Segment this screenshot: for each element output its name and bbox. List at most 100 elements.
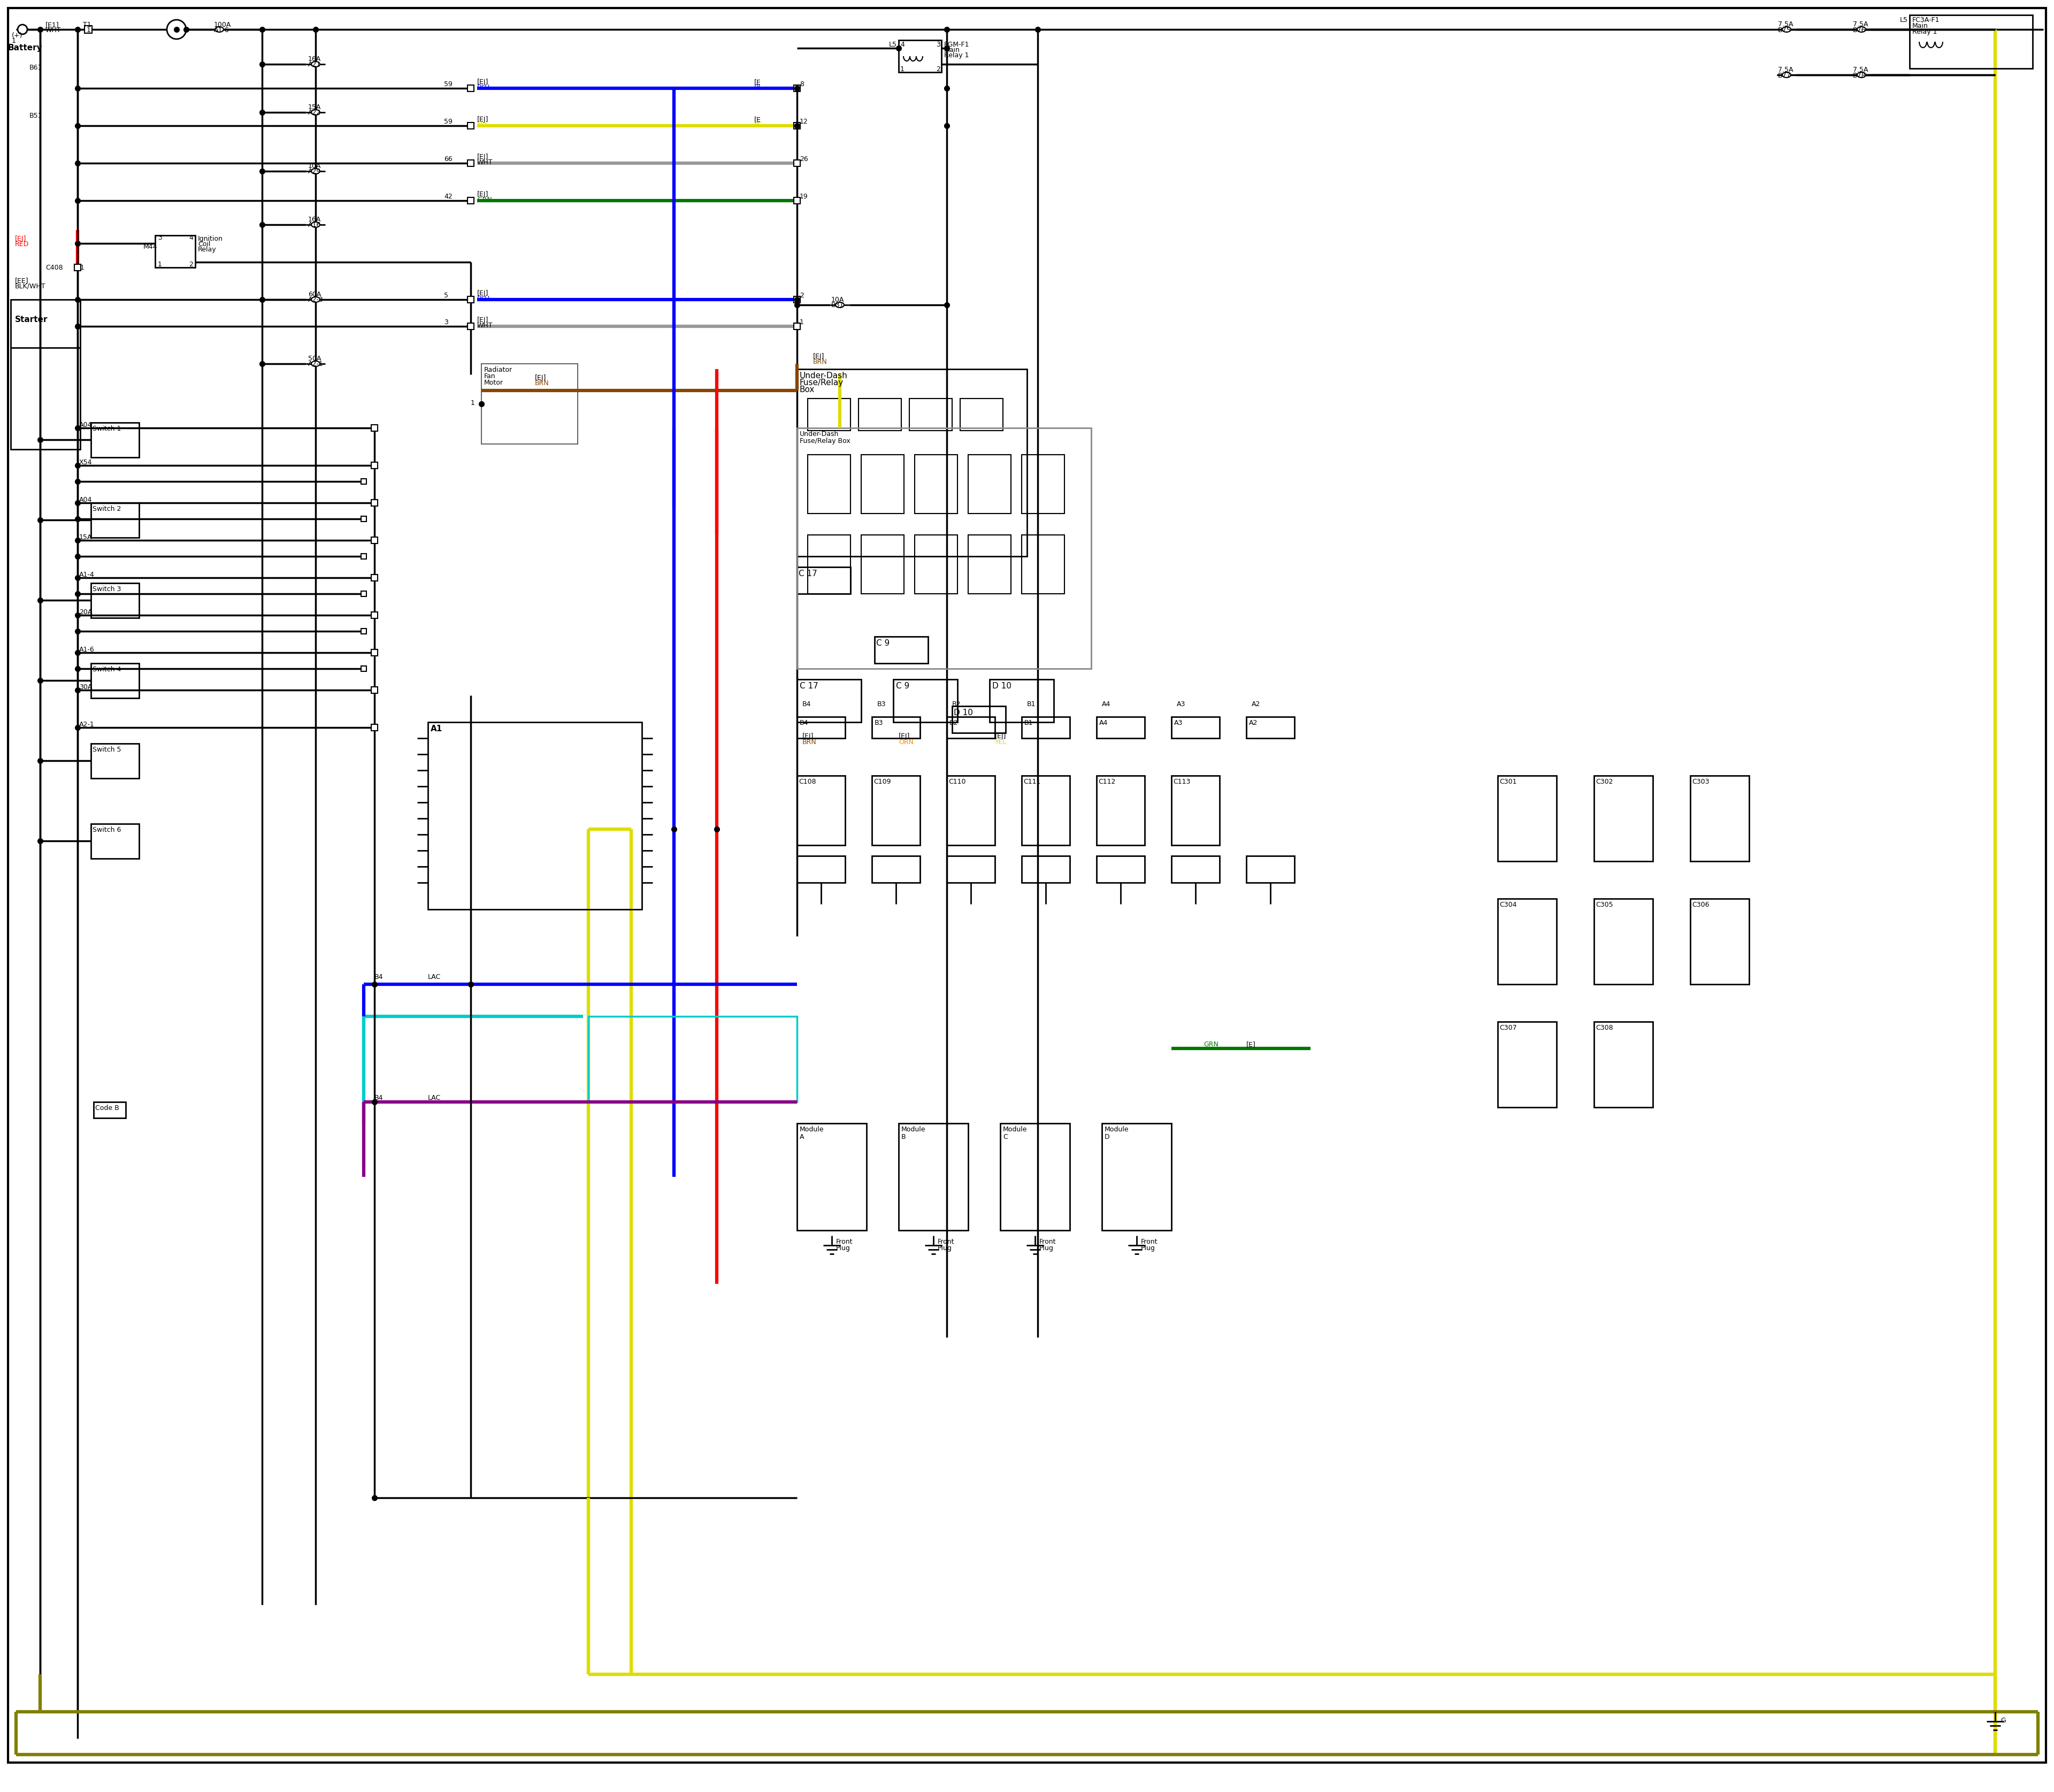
Bar xyxy=(427,722,641,909)
Bar xyxy=(1171,857,1220,883)
Bar xyxy=(871,776,920,846)
Bar xyxy=(481,364,577,444)
Bar xyxy=(793,122,801,129)
Bar xyxy=(90,423,140,457)
Bar xyxy=(156,235,195,267)
Text: Radiator: Radiator xyxy=(485,366,514,373)
Text: WHT: WHT xyxy=(45,27,62,34)
Text: [EJ]: [EJ] xyxy=(900,733,910,740)
Text: C408: C408 xyxy=(45,263,64,271)
Bar xyxy=(793,84,801,91)
Text: C308: C308 xyxy=(1596,1025,1612,1032)
Bar xyxy=(807,455,850,514)
Text: BL: BL xyxy=(754,84,762,91)
Text: Fuse/Relay: Fuse/Relay xyxy=(799,378,844,387)
Text: B3: B3 xyxy=(875,719,883,726)
Text: B4: B4 xyxy=(374,1095,384,1102)
Text: [EJ]: [EJ] xyxy=(813,353,824,360)
Bar xyxy=(900,1124,967,1231)
Bar xyxy=(372,462,378,468)
Text: Plug: Plug xyxy=(1140,1245,1154,1253)
Bar xyxy=(1021,776,1070,846)
Bar xyxy=(1910,14,2033,68)
Bar xyxy=(362,516,366,521)
Bar xyxy=(372,575,378,581)
Text: D: D xyxy=(1105,1134,1109,1140)
Text: LAC: LAC xyxy=(427,1095,442,1102)
Text: Under-Dash: Under-Dash xyxy=(799,430,838,437)
Text: C306: C306 xyxy=(1692,901,1709,909)
Text: BRN: BRN xyxy=(803,738,817,745)
Bar xyxy=(468,296,474,303)
Bar xyxy=(914,536,957,593)
Bar xyxy=(372,686,378,694)
Bar xyxy=(1000,1124,1070,1231)
Text: Front: Front xyxy=(939,1238,955,1245)
Text: A3: A3 xyxy=(1177,701,1185,708)
Text: 1: 1 xyxy=(158,262,162,269)
Ellipse shape xyxy=(312,297,320,303)
Bar xyxy=(793,296,801,303)
Bar xyxy=(1171,717,1220,738)
Bar xyxy=(1247,717,1294,738)
Text: (+): (+) xyxy=(12,32,23,39)
Text: 3: 3 xyxy=(444,319,448,326)
Text: A29: A29 xyxy=(308,168,320,176)
Text: 16A: 16A xyxy=(308,217,320,222)
Text: 4: 4 xyxy=(189,235,193,242)
Text: 16A: 16A xyxy=(308,56,320,63)
Text: RED: RED xyxy=(14,240,29,247)
Bar xyxy=(807,536,850,593)
Bar xyxy=(468,122,474,129)
Text: BLK/WHT: BLK/WHT xyxy=(14,283,45,289)
Text: Under-Dash: Under-Dash xyxy=(799,371,848,380)
Text: A04: A04 xyxy=(80,421,92,428)
Text: BRN: BRN xyxy=(813,358,828,366)
Text: WHT: WHT xyxy=(477,159,493,167)
Bar xyxy=(362,591,366,597)
Text: G: G xyxy=(2001,1717,2005,1724)
Text: Switch 1: Switch 1 xyxy=(92,425,121,432)
Text: 1: 1 xyxy=(470,400,474,407)
Bar xyxy=(1021,717,1070,738)
Bar xyxy=(900,39,941,72)
Text: 59: 59 xyxy=(444,118,452,125)
Bar xyxy=(468,159,474,167)
Bar xyxy=(861,536,904,593)
Bar xyxy=(362,554,366,559)
Bar xyxy=(90,582,140,618)
Bar xyxy=(468,197,474,204)
Bar xyxy=(947,776,994,846)
Bar xyxy=(797,679,861,722)
Text: B78: B78 xyxy=(1853,72,1865,79)
Bar xyxy=(1097,776,1144,846)
Text: BLU: BLU xyxy=(477,296,491,303)
Text: GRN: GRN xyxy=(477,197,493,202)
Text: 50A: 50A xyxy=(308,355,320,362)
Bar xyxy=(859,398,902,430)
Text: B2: B2 xyxy=(949,719,959,726)
Bar xyxy=(372,649,378,656)
Bar xyxy=(861,455,904,514)
Bar xyxy=(914,455,957,514)
Text: C 9: C 9 xyxy=(877,640,889,647)
Bar xyxy=(362,478,366,484)
Bar xyxy=(990,679,1054,722)
Text: C: C xyxy=(1002,1134,1009,1140)
Text: Fan: Fan xyxy=(485,373,495,380)
Text: 3: 3 xyxy=(158,235,162,242)
Text: 1: 1 xyxy=(86,27,90,34)
Text: Plug: Plug xyxy=(1039,1245,1054,1253)
Text: Relay: Relay xyxy=(197,246,216,253)
Text: Relay 1: Relay 1 xyxy=(1912,29,1937,36)
Bar xyxy=(74,263,80,271)
Text: B76: B76 xyxy=(1853,27,1865,34)
Text: B3: B3 xyxy=(877,701,885,708)
Text: 1: 1 xyxy=(900,66,904,73)
Text: [E]: [E] xyxy=(1247,1041,1255,1048)
Text: BRN: BRN xyxy=(534,380,548,387)
Ellipse shape xyxy=(312,61,320,66)
Bar xyxy=(1097,717,1144,738)
Circle shape xyxy=(18,25,27,34)
Text: YE: YE xyxy=(754,122,762,129)
